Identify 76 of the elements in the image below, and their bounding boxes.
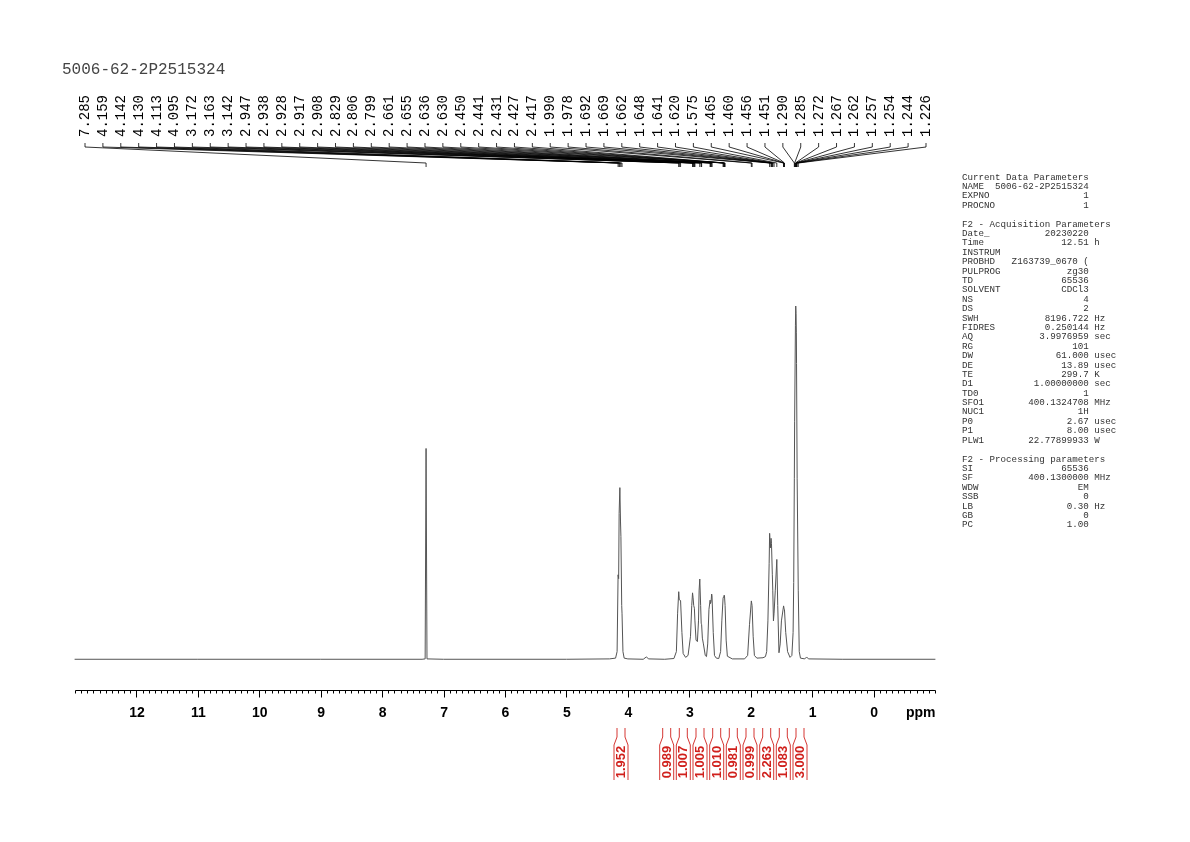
annotation: 2.947	[238, 94, 255, 137]
x-tick-label: 5	[563, 703, 572, 720]
x-axis-title: ppm	[905, 703, 936, 720]
annotation: 1.575	[685, 94, 702, 137]
annotation: 1.990	[542, 94, 559, 137]
annotation: 1.662	[613, 94, 630, 137]
annotation: 2.655	[399, 94, 416, 137]
text: 0.989	[658, 745, 674, 779]
annotation: 1.692	[578, 94, 595, 137]
text: Current Data Parameters NAME 5006-62-2P2515324 EXPNO 1 PROCNO 1	[962, 171, 1090, 211]
x-tick-label: 0	[870, 703, 879, 720]
annotation: 1.272	[810, 94, 827, 137]
annotation: 1.669	[595, 94, 612, 137]
x-tick-label: 6	[501, 703, 510, 720]
annotation: 1.254	[882, 94, 899, 137]
annotation: 1.290	[774, 94, 791, 137]
x-tick-label: 12	[129, 703, 145, 720]
annotation: 2.630	[434, 94, 451, 137]
annotation: 2.806	[345, 94, 362, 137]
annotation: 2.417	[524, 94, 541, 137]
annotation: 2.661	[381, 94, 398, 137]
annotation: 2.928	[273, 94, 290, 137]
annotation: 2.427	[506, 94, 523, 137]
text: 1.952	[613, 745, 628, 779]
annotation: 1.620	[667, 94, 684, 137]
annotation: 4.142	[112, 94, 129, 137]
annotation: 2.636	[416, 94, 433, 137]
annotation: 1.978	[560, 94, 577, 137]
text: 2.263	[758, 745, 774, 779]
text: 1.010	[708, 745, 724, 779]
annotation: 3.163	[202, 94, 219, 137]
text: 1.007	[675, 745, 691, 779]
annotation: 1.226	[918, 94, 934, 137]
annotation: 2.938	[255, 94, 272, 137]
annotation: 2.450	[452, 94, 469, 137]
annotation: 2.829	[327, 94, 344, 137]
annotation: 1.267	[828, 94, 845, 137]
text: 0.981	[725, 745, 741, 779]
annotation: 1.648	[631, 94, 648, 137]
annotation: 4.113	[148, 94, 165, 137]
x-tick-label: 3	[685, 703, 694, 720]
text: 0.999	[742, 745, 757, 779]
x-tick-label: 11	[190, 703, 206, 720]
text: F2 - Acquisition Parameters Date_ 20230220 Time 12.51 h INSTRUM PROBHD Z163739_0670 ( PULPROG zg30 TD 65536 SOLVENT CDCl3 NS 4 DS 2 SWH 8196.722 Hz FIDRES 0.250144 Hz AQ 3.9976959 sec RG 101 DW 61.000 usec DE 13.89 usec TE 299.7 K D1 1.00000000 sec TD0 1 SFO1 400.1324708 MHz NUC1 1H P0 2.67 usec P1 8.00 usec PLW1 22.77899933 W	[962, 218, 1117, 446]
x-tick-label: 7	[440, 703, 449, 720]
annotation: 4.130	[130, 94, 147, 137]
x-tick-label: 9	[317, 703, 326, 720]
x-tick-label: 4	[624, 703, 633, 720]
annotation: 3.142	[220, 94, 237, 137]
annotation: 7.285	[77, 94, 93, 137]
x-tick-label: 8	[378, 703, 387, 720]
text: F2 - Processing parameters SI 65536 SF 400.1300000 MHz WDW EM SSB 0 LB 0.30 Hz GB 0 PC 1.00	[962, 453, 1111, 531]
annotation: 1.257	[864, 94, 881, 137]
annotation: 1.451	[756, 94, 773, 137]
annotation: 1.262	[846, 94, 863, 137]
annotation: 2.431	[488, 94, 505, 137]
annotation: 1.641	[649, 94, 666, 137]
annotation: 1.285	[792, 94, 809, 137]
annotation: 1.465	[703, 94, 720, 137]
annotation: 1.456	[739, 94, 756, 137]
annotation: 4.095	[166, 94, 183, 137]
text: 1.005	[692, 745, 707, 779]
annotation: 1.244	[900, 94, 917, 137]
x-tick-label: 1	[808, 703, 817, 720]
x-tick-label: 2	[747, 703, 756, 720]
annotation: 4.159	[94, 94, 111, 137]
annotation: 2.908	[309, 94, 326, 137]
text: 3.000	[792, 745, 807, 779]
annotation: 3.172	[184, 94, 201, 137]
text: 1.083	[775, 745, 791, 779]
x-tick-label: 10	[252, 703, 268, 720]
annotation: 2.917	[291, 94, 308, 137]
annotation: 2.799	[363, 94, 380, 137]
annotation: 1.460	[721, 94, 738, 137]
annotation: 2.441	[470, 94, 487, 137]
chart-title: 5006-62-2P2515324	[62, 60, 226, 79]
